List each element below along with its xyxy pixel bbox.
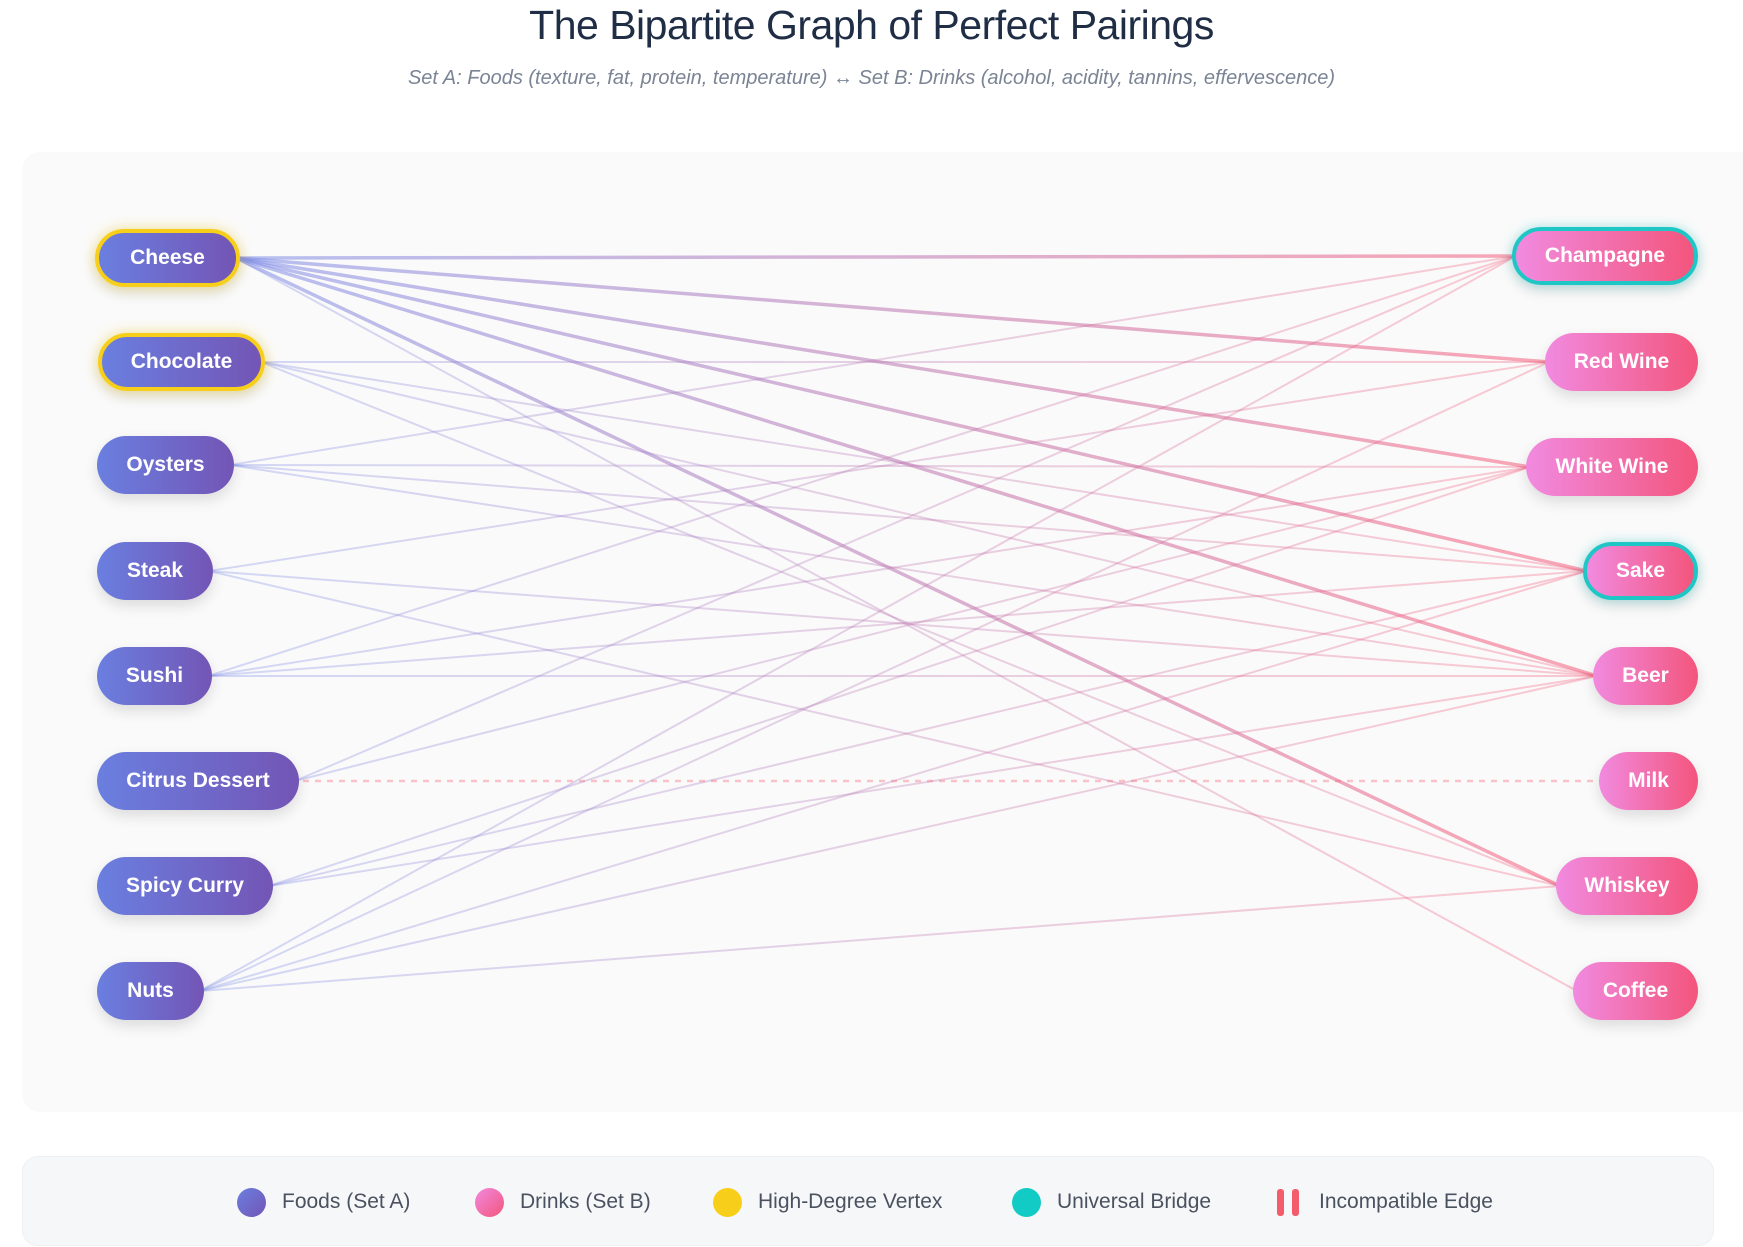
drink-node-beer[interactable]: Beer [1593, 647, 1698, 705]
food-node-spicy-curry[interactable]: Spicy Curry [97, 857, 273, 915]
food-node-steak[interactable]: Steak [97, 542, 213, 600]
universal-bridge-swatch-icon [1012, 1187, 1041, 1217]
legend-label: Universal Bridge [1057, 1190, 1212, 1213]
drink-node-white-wine[interactable]: White Wine [1526, 438, 1698, 496]
legend-label: Foods (Set A) [282, 1190, 411, 1213]
food-node-sushi[interactable]: Sushi [97, 647, 212, 705]
pairing-edge-curry-sake [268, 570, 1588, 887]
legend-item-universal-bridge: Universal Bridge [1012, 1157, 1211, 1247]
pairing-edge-cheese-champagne [234, 254, 1518, 260]
pairing-edge-sushi-sake [207, 570, 1588, 677]
pairing-edge-nuts-whiskey [199, 885, 1561, 992]
foods-swatch-icon [237, 1187, 266, 1217]
pairing-edge-cheese-sake [234, 256, 1589, 573]
chart-subtitle: Set A: Foods (texture, fat, protein, tem… [407, 67, 1336, 89]
pairing-edge-sushi-whitewine [207, 466, 1531, 677]
food-node-cheese[interactable]: Cheese [95, 229, 240, 287]
drink-node-champagne[interactable]: Champagne [1512, 227, 1698, 285]
pairing-edge-sushi-champagne [207, 255, 1517, 677]
chart-title: The Bipartite Graph of Perfect Pairings [529, 2, 1214, 48]
pairing-edge-curry-whitewine [268, 466, 1531, 887]
legend-item-drinks: Drinks (Set B) [475, 1157, 651, 1247]
food-node-chocolate[interactable]: Chocolate [98, 333, 265, 391]
pairing-edge-nuts-redwine [199, 361, 1550, 992]
food-node-nuts[interactable]: Nuts [97, 962, 204, 1020]
pairing-edge-steak-redwine [208, 361, 1550, 572]
drink-node-coffee[interactable]: Coffee [1573, 962, 1698, 1020]
legend-label: Drinks (Set B) [520, 1190, 651, 1213]
legend-label: Incompatible Edge [1319, 1190, 1493, 1213]
pairing-edge-nuts-champagne [199, 255, 1517, 992]
pairing-edge-cheese-redwine [234, 256, 1551, 364]
pairing-edge-nuts-beer [199, 675, 1598, 992]
legend-item-foods: Foods (Set A) [237, 1157, 410, 1247]
food-node-citrus-dessert[interactable]: Citrus Dessert [97, 752, 299, 810]
legend-item-incompatible: Incompatible Edge [1274, 1157, 1493, 1247]
legend-label: High-Degree Vertex [758, 1190, 943, 1213]
drink-node-red-wine[interactable]: Red Wine [1545, 333, 1698, 391]
drink-node-whiskey[interactable]: Whiskey [1556, 857, 1698, 915]
food-node-oysters[interactable]: Oysters [97, 436, 234, 494]
incompatible-edge-icon [1274, 1188, 1303, 1217]
pairing-edge-cheese-whiskey [234, 256, 1562, 888]
pairing-edge-steak-whiskey [208, 570, 1561, 887]
high-degree-swatch-icon [713, 1187, 742, 1217]
pairing-edge-nuts-sake [199, 570, 1588, 992]
drink-node-milk[interactable]: Milk [1599, 752, 1698, 810]
pairing-edge-oysters-beer [229, 464, 1598, 677]
pairing-edge-citrus-whitewine [294, 466, 1531, 782]
drink-node-sake[interactable]: Sake [1583, 542, 1698, 600]
pairing-edge-curry-beer [268, 675, 1598, 887]
legend: Foods (Set A) Drinks (Set B) High-Degree… [22, 1156, 1714, 1246]
drinks-swatch-icon [475, 1187, 504, 1217]
legend-item-high-degree: High-Degree Vertex [713, 1157, 942, 1247]
pairing-edge-oysters-champagne [229, 255, 1517, 466]
pairing-edge-citrus-champagne [294, 255, 1517, 782]
